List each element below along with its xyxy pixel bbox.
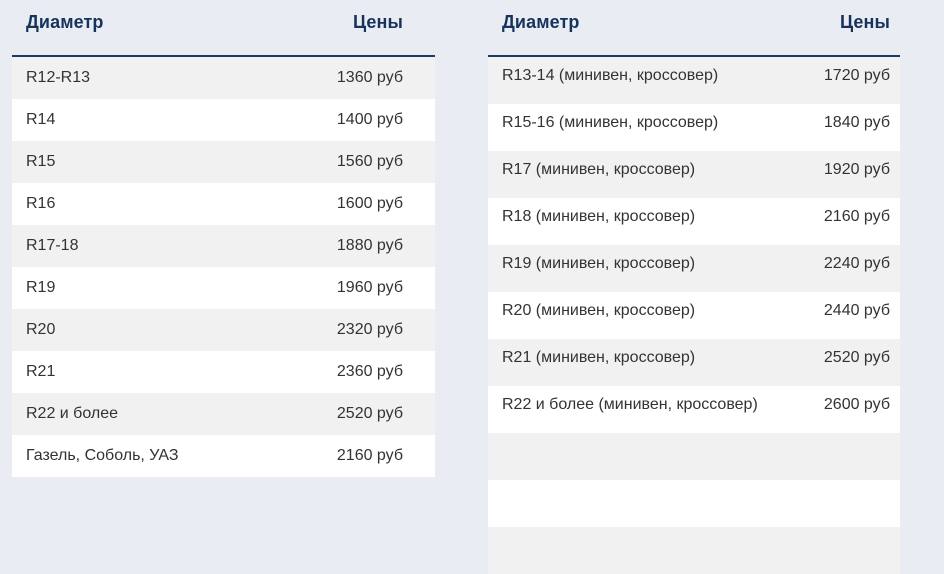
cell-price: 1960 руб <box>336 278 403 296</box>
cell-price: 2240 руб <box>823 255 890 272</box>
cell-diameter: R19 <box>26 278 56 296</box>
cell-price: 2160 руб <box>823 208 890 225</box>
cell-price: 2320 руб <box>336 320 403 338</box>
cell-price: 1360 руб <box>336 68 403 86</box>
table-row: R20 (минивен, кроссовер) 2440 руб <box>488 292 900 339</box>
cell-diameter: R22 и более <box>26 404 119 422</box>
table-header-standard: Диаметр Цены <box>12 12 435 57</box>
price-tables-page: Диаметр Цены R12-R13 1360 руб R14 1400 руб R… <box>12 12 900 527</box>
table-header-minivan: Диаметр Цены <box>488 12 900 57</box>
cell-price <box>785 527 900 574</box>
cell-diameter: R14 <box>26 110 56 128</box>
column-header-diameter: Диаметр <box>488 12 786 57</box>
price-table-block-minivan: Диаметр Цены R13-14 (минивен, кроссовер)… <box>488 12 900 574</box>
table-row: R19 1960 руб <box>12 267 435 309</box>
column-header-diameter: Диаметр <box>12 12 265 57</box>
cell-price: 2520 руб <box>823 349 890 366</box>
cell-price: 2160 руб <box>336 446 403 464</box>
table-row: R18 (минивен, кроссовер) 2160 руб <box>488 198 900 245</box>
table-row: R15 1560 руб <box>12 141 435 183</box>
cell-price: 2440 руб <box>823 302 890 319</box>
cell-price: 1400 руб <box>336 110 403 128</box>
cell-price: 1920 руб <box>823 161 890 178</box>
table-row: R16 1600 руб <box>12 183 435 225</box>
table-row: Газель, Соболь, УАЗ 2160 руб <box>12 435 435 477</box>
price-table-block-standard: Диаметр Цены R12-R13 1360 руб R14 1400 руб R… <box>12 12 435 477</box>
cell-diameter <box>488 480 785 527</box>
cell-price: 2360 руб <box>336 362 403 380</box>
cell-price: 2520 руб <box>336 404 403 422</box>
table-row: R17 (минивен, кроссовер) 1920 руб <box>488 151 900 198</box>
cell-price: 1880 руб <box>336 236 403 254</box>
table-row: R20 2320 руб <box>12 309 435 351</box>
table-body-standard: R12-R13 1360 руб R14 1400 руб R15 1560 руб R16… <box>12 56 435 477</box>
table-row: R22 и более (минивен, кроссовер) 2600 руб <box>488 386 900 433</box>
cell-diameter: R17 (минивен, кроссовер) <box>502 161 696 178</box>
cell-price: 1720 руб <box>823 67 890 84</box>
cell-diameter: R16 <box>26 194 56 212</box>
column-header-price: Цены <box>785 12 900 57</box>
cell-diameter: Газель, Соболь, УАЗ <box>26 446 179 464</box>
cell-diameter: R15-16 (минивен, кроссовер) <box>502 114 719 131</box>
table-row: R12-R13 1360 руб <box>12 56 435 99</box>
table-row: R14 1400 руб <box>12 99 435 141</box>
cell-diameter <box>488 433 785 480</box>
cell-diameter: R20 (минивен, кроссовер) <box>502 302 696 319</box>
cell-diameter: R15 <box>26 152 56 170</box>
table-row-empty <box>488 433 900 480</box>
price-table-minivan: Диаметр Цены R13-14 (минивен, кроссовер)… <box>488 12 900 574</box>
table-row-empty <box>488 527 900 574</box>
table-row: R21 2360 руб <box>12 351 435 393</box>
cell-price: 1840 руб <box>823 114 890 131</box>
cell-price <box>785 480 900 527</box>
table-row: R21 (минивен, кроссовер) 2520 руб <box>488 339 900 386</box>
cell-diameter <box>488 527 785 574</box>
price-table-standard: Диаметр Цены R12-R13 1360 руб R14 1400 руб R… <box>12 12 435 477</box>
cell-diameter: R22 и более (минивен, кроссовер) <box>502 396 758 413</box>
cell-diameter: R19 (минивен, кроссовер) <box>502 255 696 272</box>
table-row: R17-18 1880 руб <box>12 225 435 267</box>
table-row: R13-14 (минивен, кроссовер) 1720 руб <box>488 56 900 104</box>
table-row-empty <box>488 480 900 527</box>
cell-price: 1560 руб <box>336 152 403 170</box>
cell-diameter: R17-18 <box>26 236 79 254</box>
table-header-row: Диаметр Цены <box>12 12 435 57</box>
cell-price: 2600 руб <box>823 396 890 413</box>
cell-diameter: R21 (минивен, кроссовер) <box>502 349 696 366</box>
cell-diameter: R18 (минивен, кроссовер) <box>502 208 696 225</box>
cell-price <box>785 433 900 480</box>
cell-diameter: R13-14 (минивен, кроссовер) <box>502 67 719 84</box>
table-row: R19 (минивен, кроссовер) 2240 руб <box>488 245 900 292</box>
cell-diameter: R21 <box>26 362 56 380</box>
table-row: R22 и более 2520 руб <box>12 393 435 435</box>
column-header-price: Цены <box>264 12 435 57</box>
table-body-minivan: R13-14 (минивен, кроссовер) 1720 руб R15-1… <box>488 56 900 574</box>
table-row: R15-16 (минивен, кроссовер) 1840 руб <box>488 104 900 151</box>
cell-diameter: R12-R13 <box>26 68 91 86</box>
cell-diameter: R20 <box>26 320 56 338</box>
table-header-row: Диаметр Цены <box>488 12 900 57</box>
cell-price: 1600 руб <box>336 194 403 212</box>
